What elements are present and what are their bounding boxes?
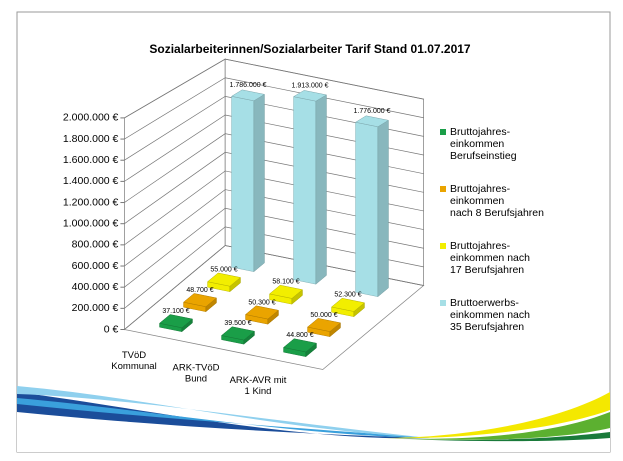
value-label: 58.100 € <box>272 279 299 286</box>
value-label: 39.500 € <box>224 320 251 327</box>
value-label: 37.100 € <box>162 308 189 315</box>
value-label: 44.800 € <box>286 332 313 339</box>
bar-face <box>294 97 316 284</box>
bar-side <box>316 95 327 284</box>
y-tick-label: 1.800.000 € <box>63 133 119 145</box>
y-tick-label: 1.200.000 € <box>63 196 119 208</box>
bar <box>356 116 389 297</box>
y-tick-label: 1.600.000 € <box>63 154 119 166</box>
bar <box>294 90 327 284</box>
value-label: 48.700 € <box>186 287 213 294</box>
bar-face <box>356 122 378 296</box>
value-label: 50.000 € <box>310 312 337 319</box>
y-tick-label: 2.000.000 € <box>63 112 119 124</box>
value-label: 50.300 € <box>248 299 275 306</box>
legend-marker <box>440 129 446 135</box>
y-tick-label: 0 € <box>104 323 119 335</box>
y-tick-label: 800.000 € <box>72 239 119 251</box>
page: Sozialarbeiterinnen/Sozialarbeiter Tarif… <box>0 0 623 461</box>
bar-side <box>254 94 265 271</box>
chart-title: Sozialarbeiterinnen/Sozialarbeiter Tarif… <box>149 42 471 56</box>
y-tick-label: 600.000 € <box>72 260 119 272</box>
y-tick-label: 400.000 € <box>72 281 119 293</box>
value-label: 1.776.000 € <box>354 108 391 115</box>
bar <box>232 90 265 272</box>
y-tick-label: 1.000.000 € <box>63 217 119 229</box>
value-label: 1.913.000 € <box>292 83 329 90</box>
value-label: 55.000 € <box>210 266 237 273</box>
bar-face <box>232 96 254 271</box>
value-label: 52.300 € <box>334 292 361 299</box>
y-tick-label: 200.000 € <box>72 302 119 314</box>
legend-marker <box>440 243 446 249</box>
legend-marker <box>440 186 446 192</box>
chart: Sozialarbeiterinnen/Sozialarbeiter Tarif… <box>0 0 623 461</box>
value-label: 1.786.000 € <box>230 82 267 89</box>
legend-marker <box>440 300 446 306</box>
y-tick-label: 1.400.000 € <box>63 175 119 187</box>
bar-side <box>378 120 389 296</box>
